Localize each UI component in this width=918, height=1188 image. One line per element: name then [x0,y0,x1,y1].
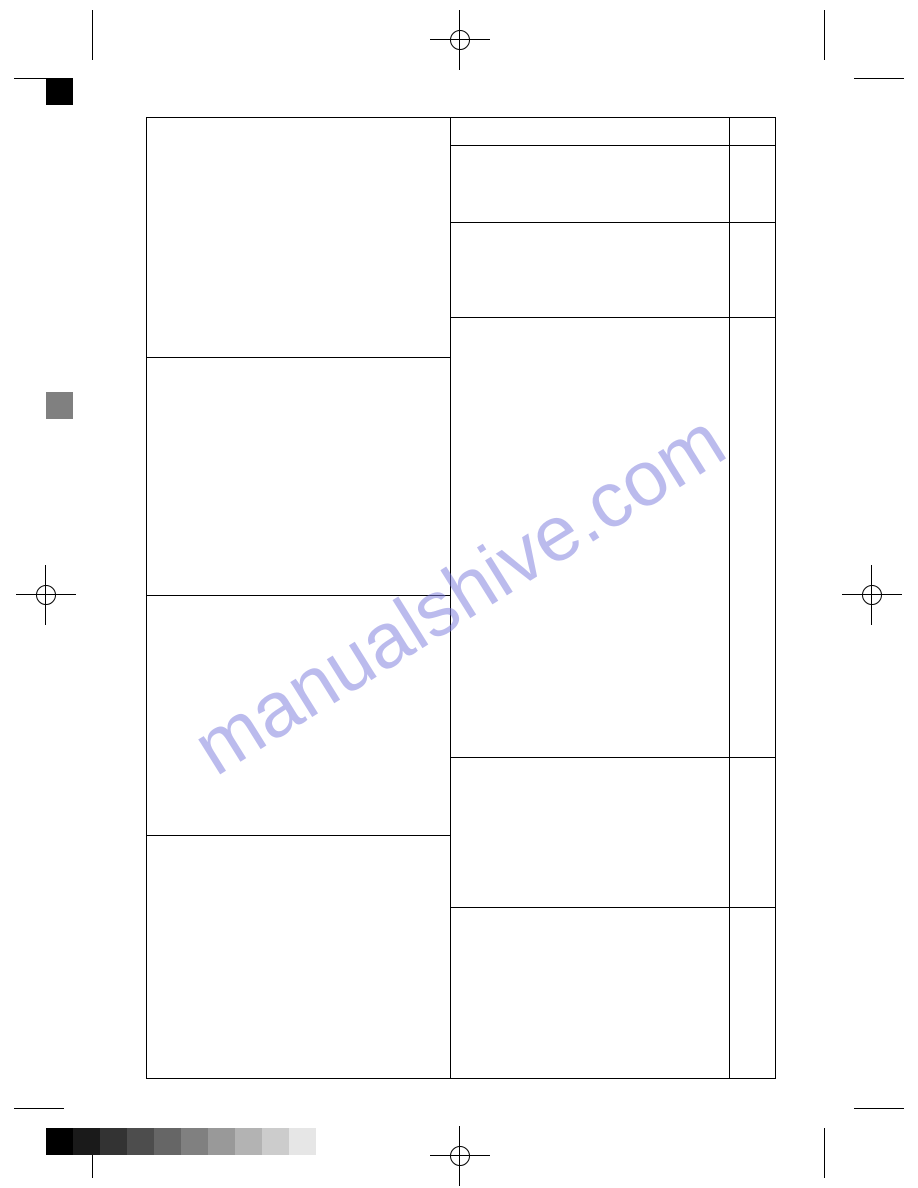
black-square [46,78,73,105]
grayscale-swatch [208,1128,235,1155]
grayscale-swatch [127,1128,154,1155]
table-cell [730,118,775,146]
table-cell [451,146,729,223]
table-cell [451,908,729,1078]
gray-square [46,392,73,419]
table-cell [730,758,775,908]
registration-mark [430,10,490,70]
crop-mark [854,78,904,79]
table-cell [451,223,729,318]
registration-mark [16,565,76,625]
table-col-left [147,118,451,1078]
table-cell [730,908,775,1078]
table-col-mid [451,118,729,1078]
grayscale-swatch [46,1128,73,1155]
crop-mark [92,10,93,60]
table-cell [147,596,450,836]
crop-mark [824,1128,825,1178]
table-col-right [729,118,775,1078]
table-cell [451,118,729,146]
table-cell [147,358,450,596]
table-cell [730,318,775,758]
table-cell [451,758,729,908]
crop-mark [824,10,825,60]
grayscale-swatch [262,1128,289,1155]
grayscale-swatch [235,1128,262,1155]
crop-mark [854,1108,904,1109]
grayscale-swatch [289,1128,316,1155]
grayscale-swatch [73,1128,100,1155]
crop-mark [14,1108,64,1109]
grayscale-swatch [154,1128,181,1155]
grayscale-strip [46,1128,316,1155]
table-cell [147,118,450,358]
table-cell [730,223,775,318]
layout-table [146,117,776,1079]
table-cell [451,318,729,758]
grayscale-swatch [100,1128,127,1155]
table-cell [147,836,450,1078]
registration-mark [430,1126,490,1186]
grayscale-swatch [181,1128,208,1155]
table-cell [730,146,775,223]
registration-mark [842,565,902,625]
